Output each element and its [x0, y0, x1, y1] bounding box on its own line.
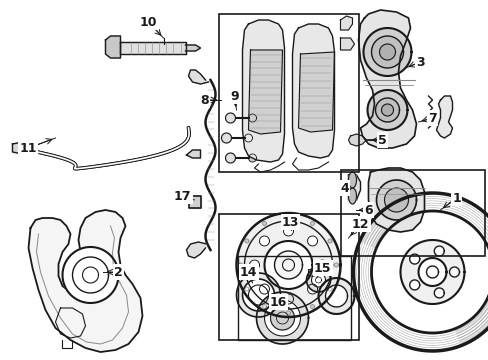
Polygon shape — [310, 221, 314, 225]
Polygon shape — [248, 154, 256, 162]
Polygon shape — [236, 273, 280, 317]
Text: 10: 10 — [140, 15, 157, 28]
Polygon shape — [310, 305, 314, 309]
Polygon shape — [242, 20, 284, 162]
Polygon shape — [242, 279, 274, 311]
Polygon shape — [409, 280, 419, 290]
Polygon shape — [248, 114, 256, 122]
Polygon shape — [259, 284, 269, 294]
Polygon shape — [248, 50, 282, 134]
Polygon shape — [340, 38, 354, 50]
Polygon shape — [340, 16, 352, 30]
Polygon shape — [375, 98, 399, 122]
Polygon shape — [264, 300, 300, 336]
Polygon shape — [363, 28, 411, 76]
Polygon shape — [433, 246, 444, 256]
Bar — [218, 14, 358, 172]
Polygon shape — [376, 180, 416, 220]
Polygon shape — [188, 70, 208, 84]
Polygon shape — [348, 188, 356, 204]
Bar — [237, 256, 350, 340]
Polygon shape — [317, 260, 327, 270]
Polygon shape — [418, 258, 446, 286]
Polygon shape — [307, 236, 317, 246]
Polygon shape — [298, 52, 334, 132]
Polygon shape — [327, 287, 331, 291]
Polygon shape — [238, 263, 242, 267]
Text: 12: 12 — [351, 217, 368, 230]
Text: 1: 1 — [451, 192, 460, 204]
Bar — [340, 170, 484, 256]
Polygon shape — [334, 263, 338, 267]
Polygon shape — [371, 36, 403, 68]
Polygon shape — [367, 90, 407, 130]
Text: 14: 14 — [239, 266, 257, 279]
Polygon shape — [436, 96, 451, 138]
Polygon shape — [244, 134, 252, 142]
Polygon shape — [448, 267, 459, 277]
Text: 6: 6 — [364, 203, 372, 216]
Polygon shape — [325, 285, 347, 307]
Polygon shape — [327, 239, 331, 243]
Polygon shape — [256, 292, 308, 344]
Text: 2: 2 — [114, 266, 122, 279]
Polygon shape — [379, 44, 395, 60]
Text: 5: 5 — [377, 134, 386, 147]
Polygon shape — [244, 239, 248, 243]
Text: 4: 4 — [340, 181, 348, 194]
Polygon shape — [283, 226, 293, 236]
Polygon shape — [368, 168, 424, 232]
Polygon shape — [120, 42, 185, 54]
Polygon shape — [348, 175, 360, 200]
Polygon shape — [186, 150, 200, 158]
Polygon shape — [274, 251, 302, 279]
Polygon shape — [308, 268, 316, 276]
Text: 13: 13 — [281, 216, 299, 229]
Polygon shape — [409, 254, 419, 264]
Polygon shape — [307, 284, 317, 294]
Polygon shape — [292, 24, 334, 158]
Polygon shape — [311, 273, 325, 287]
Text: 11: 11 — [20, 141, 37, 154]
Polygon shape — [188, 196, 200, 208]
Polygon shape — [249, 260, 259, 270]
Polygon shape — [236, 213, 340, 317]
Polygon shape — [286, 215, 290, 219]
Polygon shape — [400, 240, 464, 304]
Text: 8: 8 — [200, 94, 208, 107]
Polygon shape — [283, 294, 293, 304]
Polygon shape — [358, 10, 416, 148]
Polygon shape — [62, 247, 118, 303]
Polygon shape — [186, 242, 206, 258]
Polygon shape — [433, 288, 444, 298]
Text: 9: 9 — [230, 90, 238, 103]
Polygon shape — [259, 236, 269, 246]
Text: 15: 15 — [313, 261, 330, 274]
Polygon shape — [221, 133, 231, 143]
Bar — [218, 214, 358, 340]
Polygon shape — [270, 306, 294, 330]
Text: 17: 17 — [173, 189, 191, 202]
Polygon shape — [264, 241, 312, 289]
Polygon shape — [105, 36, 120, 58]
Polygon shape — [381, 104, 393, 116]
Text: 7: 7 — [427, 112, 436, 125]
Polygon shape — [262, 221, 266, 225]
Polygon shape — [286, 311, 290, 315]
Polygon shape — [318, 278, 354, 314]
Polygon shape — [384, 188, 407, 212]
Polygon shape — [262, 305, 266, 309]
Text: 3: 3 — [415, 55, 424, 68]
Polygon shape — [306, 268, 330, 292]
Polygon shape — [13, 142, 28, 154]
Text: 16: 16 — [269, 296, 286, 309]
Polygon shape — [348, 134, 366, 146]
Polygon shape — [225, 113, 235, 123]
Polygon shape — [185, 45, 200, 51]
Polygon shape — [348, 172, 356, 188]
Polygon shape — [28, 210, 142, 352]
Polygon shape — [225, 153, 235, 163]
Polygon shape — [244, 287, 248, 291]
